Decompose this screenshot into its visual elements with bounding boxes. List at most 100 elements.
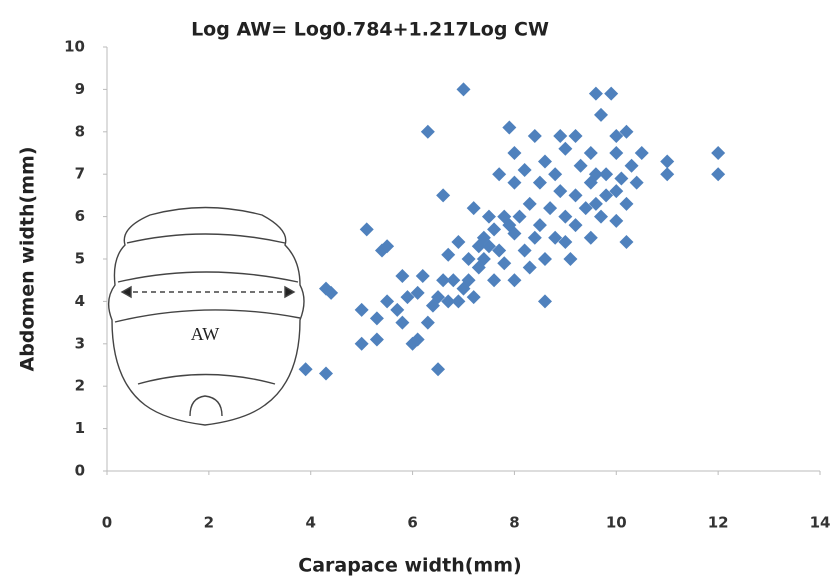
point (528, 129, 542, 143)
point (558, 210, 572, 224)
point (441, 248, 455, 262)
point (569, 218, 583, 232)
point (507, 176, 521, 190)
point (594, 210, 608, 224)
point (533, 218, 547, 232)
point (569, 129, 583, 143)
segment-line (127, 234, 285, 243)
x-tick-label: 4 (305, 514, 315, 532)
inset-label: AW (191, 324, 220, 344)
point (360, 222, 374, 236)
point (589, 87, 603, 101)
segment-line (118, 272, 298, 282)
point (609, 146, 623, 160)
y-tick-label: 0 (75, 462, 85, 480)
point (497, 256, 511, 270)
point (609, 214, 623, 228)
point (660, 154, 674, 168)
y-tick-label: 3 (75, 334, 85, 352)
point (533, 176, 547, 190)
point (436, 188, 450, 202)
abdomen-illustration (109, 208, 304, 426)
point (635, 146, 649, 160)
point (625, 159, 639, 173)
point (523, 197, 537, 211)
y-tick-label: 4 (75, 292, 85, 310)
point (660, 167, 674, 181)
point (446, 273, 460, 287)
point (614, 171, 628, 185)
point (507, 273, 521, 287)
chart: Log AW= Log0.784+1.217Log CW Carapace wi… (0, 0, 837, 587)
chart-title: Log AW= Log0.784+1.217Log CW (191, 19, 549, 41)
point (421, 125, 435, 139)
point (513, 210, 527, 224)
point (487, 273, 501, 287)
point (569, 188, 583, 202)
point (492, 167, 506, 181)
point (482, 210, 496, 224)
y-tick-label: 2 (75, 377, 85, 395)
point (619, 197, 633, 211)
point (421, 316, 435, 330)
point (518, 244, 532, 258)
point (574, 159, 588, 173)
point (370, 333, 384, 347)
point (599, 167, 613, 181)
point (462, 252, 476, 266)
point (543, 201, 557, 215)
point (711, 146, 725, 160)
point (355, 303, 369, 317)
point (584, 231, 598, 245)
point (594, 108, 608, 122)
x-tick-label: 14 (810, 514, 831, 532)
point (457, 82, 471, 96)
point (416, 269, 430, 283)
y-tick-label: 5 (75, 250, 85, 268)
point (711, 167, 725, 181)
point (563, 252, 577, 266)
x-tick-label: 0 (102, 514, 112, 532)
telson (190, 396, 222, 416)
y-tick-label: 1 (75, 419, 85, 437)
point (370, 311, 384, 325)
x-tick-label: 10 (606, 514, 627, 532)
point (604, 87, 618, 101)
point (380, 294, 394, 308)
point (502, 121, 516, 135)
point (487, 222, 501, 236)
point (538, 252, 552, 266)
point (451, 294, 465, 308)
point (538, 154, 552, 168)
point (528, 231, 542, 245)
point (584, 146, 598, 160)
point (395, 316, 409, 330)
point (451, 235, 465, 249)
point (319, 366, 333, 380)
point (553, 184, 567, 198)
point (467, 201, 481, 215)
point (518, 163, 532, 177)
segment-line (138, 375, 275, 385)
point (538, 294, 552, 308)
segment-line (115, 310, 300, 322)
point (467, 290, 481, 304)
point (431, 362, 445, 376)
point (390, 303, 404, 317)
y-tick-label: 6 (75, 207, 85, 225)
y-tick-label: 10 (64, 38, 85, 56)
point (355, 337, 369, 351)
x-tick-label: 6 (407, 514, 417, 532)
y-tick-label: 7 (75, 165, 85, 183)
point (299, 362, 313, 376)
point (630, 176, 644, 190)
point (507, 146, 521, 160)
x-tick-label: 8 (509, 514, 519, 532)
point (619, 235, 633, 249)
point (548, 167, 562, 181)
point (558, 142, 572, 156)
x-tick-label: 2 (204, 514, 214, 532)
y-axis-title: Abdomen width(mm) (17, 146, 39, 371)
point (553, 129, 567, 143)
y-tick-label: 9 (75, 80, 85, 98)
